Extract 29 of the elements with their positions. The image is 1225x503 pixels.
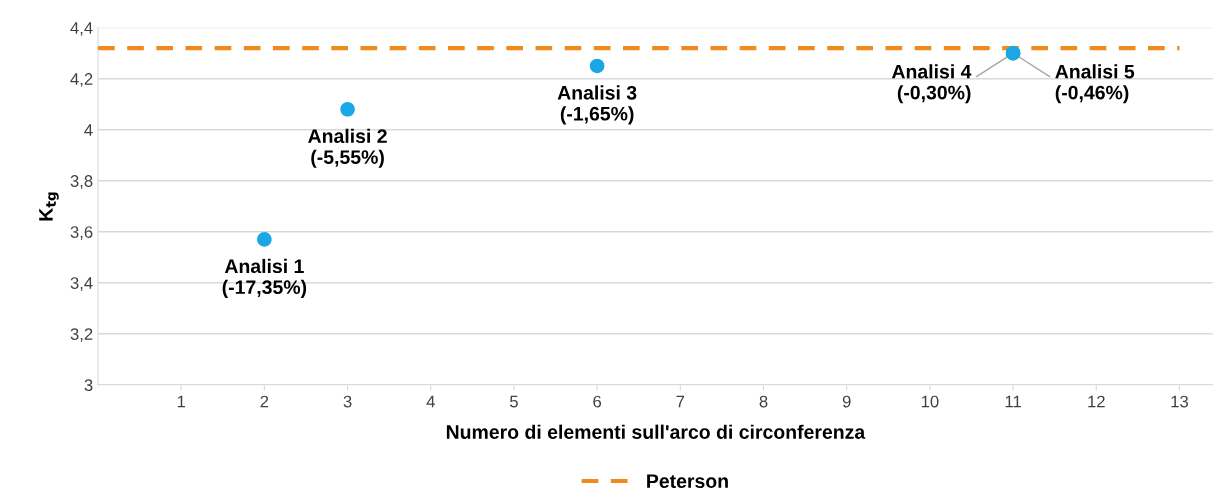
x-tick-label: 9	[842, 395, 851, 408]
annotation: Analisi 3 (-1,65%)	[557, 85, 637, 125]
x-tick-label: 11	[1005, 395, 1021, 408]
x-tick-label: 4	[426, 395, 435, 408]
x-tick-label: 3	[343, 395, 352, 408]
annotation: Analisi 5 (-0,46%)	[1055, 64, 1135, 104]
y-axis-title: K$_{tg}$	[39, 192, 59, 221]
x-tick-label: 13	[1171, 395, 1189, 408]
y-tick-label: 3,2	[70, 328, 93, 342]
x-tick-label: 8	[759, 395, 768, 408]
x-tick-label: 5	[509, 395, 518, 408]
y-tick-label: 3,8	[70, 175, 93, 189]
annotation: Analisi 2 (-5,55%)	[308, 128, 387, 168]
y-tick-label: 4,4	[70, 22, 93, 36]
y-tick-label: 3	[84, 379, 93, 391]
x-tick-label: 7	[676, 395, 685, 408]
x-tick-label: 12	[1088, 395, 1105, 408]
x-tick-label: 2	[260, 395, 269, 408]
y-tick-label: 3,6	[70, 226, 93, 240]
y-tick-label: 4	[84, 124, 93, 136]
y-tick-label: 3,4	[70, 277, 93, 291]
annotation: Analisi 1 (-17,35%)	[222, 258, 307, 298]
x-axis-title: Numero di elementi sull'arco di circonferenza	[446, 424, 866, 439]
y-tick-label: 4,2	[70, 73, 93, 87]
legend-label: Peterson	[647, 474, 728, 488]
annotation: Analisi 4 (-0,30%)	[891, 64, 972, 104]
x-tick-label: 1	[177, 395, 186, 408]
x-tick-label: 6	[593, 395, 602, 408]
x-tick-label: 10	[921, 395, 939, 408]
